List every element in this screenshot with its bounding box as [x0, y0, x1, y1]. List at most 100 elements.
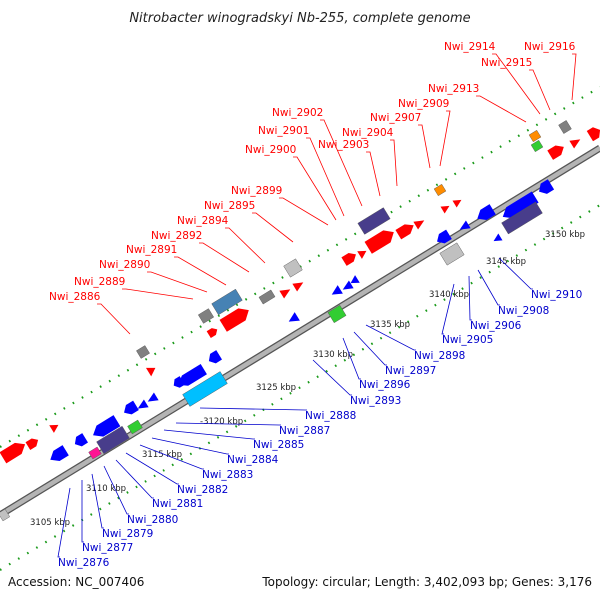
- inner-guide-line: [0, 204, 600, 571]
- forward-gene-glyph-5: [219, 308, 249, 332]
- reverse-leader-line: [477, 269, 500, 306]
- reverse-gene-glyph-13: [288, 312, 300, 322]
- forward-gene-glyph-28: [0, 508, 11, 522]
- reverse-gene-label: Nwi_2898: [414, 350, 465, 362]
- forward-gene-label: Nwi_2890: [99, 259, 150, 271]
- reverse-gene-glyph-11: [182, 371, 228, 407]
- reverse-gene-glyph-9: [178, 364, 207, 386]
- forward-gene-label: Nwi_2902: [272, 107, 323, 119]
- forward-gene-label: Nwi_2900: [245, 144, 296, 156]
- forward-gene-glyph-10: [341, 253, 356, 266]
- kbp-label-3140: 3140 kbp: [429, 290, 469, 300]
- reverse-leader-line: [151, 437, 229, 455]
- forward-leader-line: [279, 197, 329, 226]
- forward-gene-glyph-27: [49, 424, 59, 433]
- reverse-gene-glyph-1: [96, 425, 130, 455]
- reverse-leader-line: [312, 359, 352, 396]
- reverse-leader-line: [163, 429, 255, 440]
- reverse-gene-glyph-4: [74, 433, 88, 447]
- forward-leader-line: [320, 119, 363, 207]
- reverse-gene-glyph-17: [350, 275, 360, 284]
- reverse-leader-line: [199, 407, 307, 411]
- kbp-scale: 3105 kbp 3110 kbp 3115 kbp -3120 kbp 312…: [30, 230, 585, 528]
- forward-gene-glyph-0: [136, 345, 150, 359]
- map-title: Nitrobacter winogradskyi Nb-255, complet…: [129, 11, 470, 26]
- forward-leader-line: [306, 137, 345, 217]
- forward-leader-line: [366, 151, 381, 197]
- forward-gene-label: Nwi_2907: [370, 112, 421, 124]
- forward-gene-label: Nwi_2899: [231, 185, 282, 197]
- genome-summary-text: Topology: circular; Length: 3,402,093 bp…: [261, 575, 592, 589]
- forward-gene-glyph-22: [569, 139, 581, 149]
- forward-gene-glyph-25: [0, 442, 26, 464]
- reverse-gene-glyph-15: [331, 285, 343, 295]
- forward-leader-line: [492, 53, 541, 115]
- reverse-leader-lines: [57, 257, 533, 558]
- reverse-leader-line: [365, 324, 416, 351]
- forward-gene-glyph-19: [530, 139, 544, 153]
- reverse-gene-glyph-12: [208, 350, 222, 364]
- forward-leader-line: [252, 212, 294, 243]
- forward-gene-glyph-7: [283, 258, 303, 278]
- forward-leader-line: [476, 95, 527, 123]
- reverse-gene-label: Nwi_2908: [498, 305, 549, 317]
- reverse-gene-label: Nwi_2880: [127, 514, 178, 526]
- forward-gene-label: Nwi_2904: [342, 127, 394, 139]
- forward-leader-line: [529, 69, 551, 111]
- forward-gene-label: Nwi_2903: [318, 139, 369, 151]
- forward-gene-label: Nwi_2886: [49, 291, 101, 303]
- reverse-gene-label: Nwi_2877: [82, 542, 133, 554]
- reverse-gene-labels: Nwi_2876 Nwi_2877 Nwi_2879 Nwi_2880 Nwi_2881…: [58, 289, 582, 569]
- kbp-label-3125: 3125 kbp: [256, 383, 296, 393]
- reverse-gene-label: Nwi_2893: [350, 395, 401, 407]
- reverse-gene-label: Nwi_2876: [58, 557, 110, 569]
- forward-gene-glyph-24: [586, 127, 600, 142]
- reverse-gene-glyph-22: [502, 191, 539, 219]
- forward-gene-label: Nwi_2916: [524, 41, 576, 53]
- forward-gene-label: Nwi_2914: [444, 41, 496, 53]
- forward-gene-glyph-23: [558, 120, 572, 134]
- forward-leader-line: [439, 110, 451, 167]
- forward-gene-glyph-26: [25, 438, 39, 450]
- reverse-leader-line: [441, 283, 455, 335]
- forward-gene-label: Nwi_2913: [428, 83, 479, 95]
- forward-gene-labels: Nwi_2886 Nwi_2889 Nwi_2890 Nwi_2891 Nwi_2892…: [49, 41, 576, 303]
- reverse-gene-label: Nwi_2910: [531, 289, 582, 301]
- reverse-gene-glyph-21: [477, 204, 496, 221]
- forward-gene-label: Nwi_2892: [151, 230, 202, 242]
- forward-leader-line: [225, 227, 266, 264]
- forward-gene-glyph-6: [206, 328, 218, 339]
- forward-gene-glyph-11: [357, 250, 367, 259]
- kbp-label-3145: 3145 kbp: [486, 257, 526, 267]
- reverse-gene-label: Nwi_2882: [177, 484, 228, 496]
- reverse-leader-line: [498, 257, 533, 290]
- forward-gene-label: Nwi_2891: [126, 244, 177, 256]
- kbp-label-3110: 3110 kbp: [86, 484, 126, 494]
- forward-gene-glyph-3: [211, 288, 243, 316]
- gene-features: [0, 120, 600, 522]
- reverse-gene-label: Nwi_2883: [202, 469, 253, 481]
- reverse-leader-line: [139, 444, 204, 470]
- forward-leader-line: [390, 139, 398, 187]
- forward-gene-glyph-16: [452, 199, 462, 208]
- accession-text: Accession: NC_007406: [8, 575, 144, 589]
- reverse-gene-label: Nwi_2884: [227, 454, 279, 466]
- reverse-gene-glyph-14: [327, 304, 347, 324]
- reverse-gene-label: Nwi_2905: [442, 334, 493, 346]
- reverse-leader-line: [125, 452, 179, 485]
- reverse-gene-glyph-0: [88, 446, 102, 460]
- forward-gene-label: Nwi_2915: [481, 57, 532, 69]
- reverse-gene-glyph-16: [342, 280, 354, 290]
- forward-gene-glyph-4: [258, 289, 276, 305]
- forward-gene-glyph-18: [433, 183, 447, 197]
- kbp-label-3120: -3120 kbp: [200, 417, 243, 427]
- forward-gene-glyph-20: [528, 129, 542, 143]
- reverse-gene-glyph-24: [539, 179, 555, 194]
- forward-gene-label: Nwi_2901: [258, 125, 309, 137]
- forward-gene-glyph-9: [292, 282, 304, 292]
- forward-leader-line: [174, 256, 227, 286]
- forward-gene-glyph-15: [413, 220, 425, 230]
- reverse-gene-glyph-6: [124, 400, 139, 415]
